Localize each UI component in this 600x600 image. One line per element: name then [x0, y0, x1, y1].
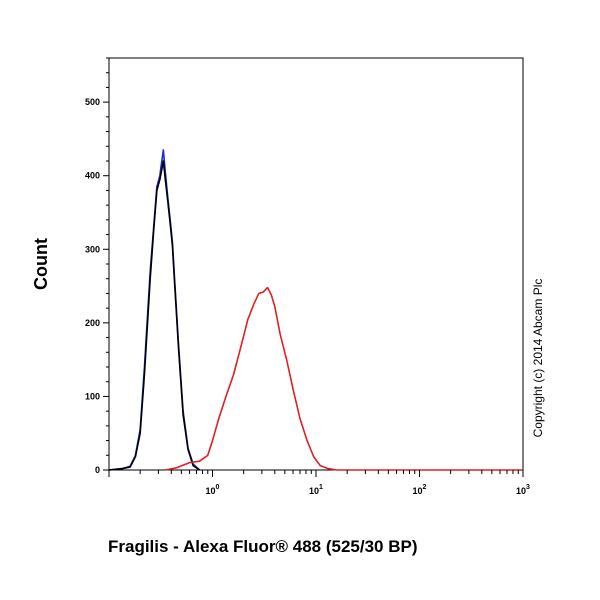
- x-axis-ticks: 100 101 102 103: [108, 470, 530, 496]
- series-layer: [108, 149, 523, 471]
- x-tick-label: 101: [309, 484, 323, 496]
- y-tick-label: 500: [85, 97, 100, 107]
- copyright-watermark: Copyright (c) 2014 Abcam Plc: [531, 279, 545, 438]
- x-tick-label: 102: [413, 484, 427, 496]
- y-tick-label: 100: [85, 391, 100, 401]
- x-tick-label: 103: [516, 484, 530, 496]
- y-tick-label: 0: [95, 465, 100, 475]
- y-tick-label: 400: [85, 171, 100, 181]
- y-axis-title: Count: [31, 238, 51, 290]
- y-tick-label: 300: [85, 244, 100, 254]
- series-line-3: [165, 286, 523, 471]
- series-line-2: [108, 160, 201, 471]
- x-axis-title: Fragilis - Alexa Fluor® 488 (525/30 BP): [108, 537, 418, 556]
- y-tick-label: 200: [85, 318, 100, 328]
- x-tick-label: 100: [206, 484, 220, 496]
- y-axis-ticks: 0 100 200 300 400 500: [85, 57, 109, 475]
